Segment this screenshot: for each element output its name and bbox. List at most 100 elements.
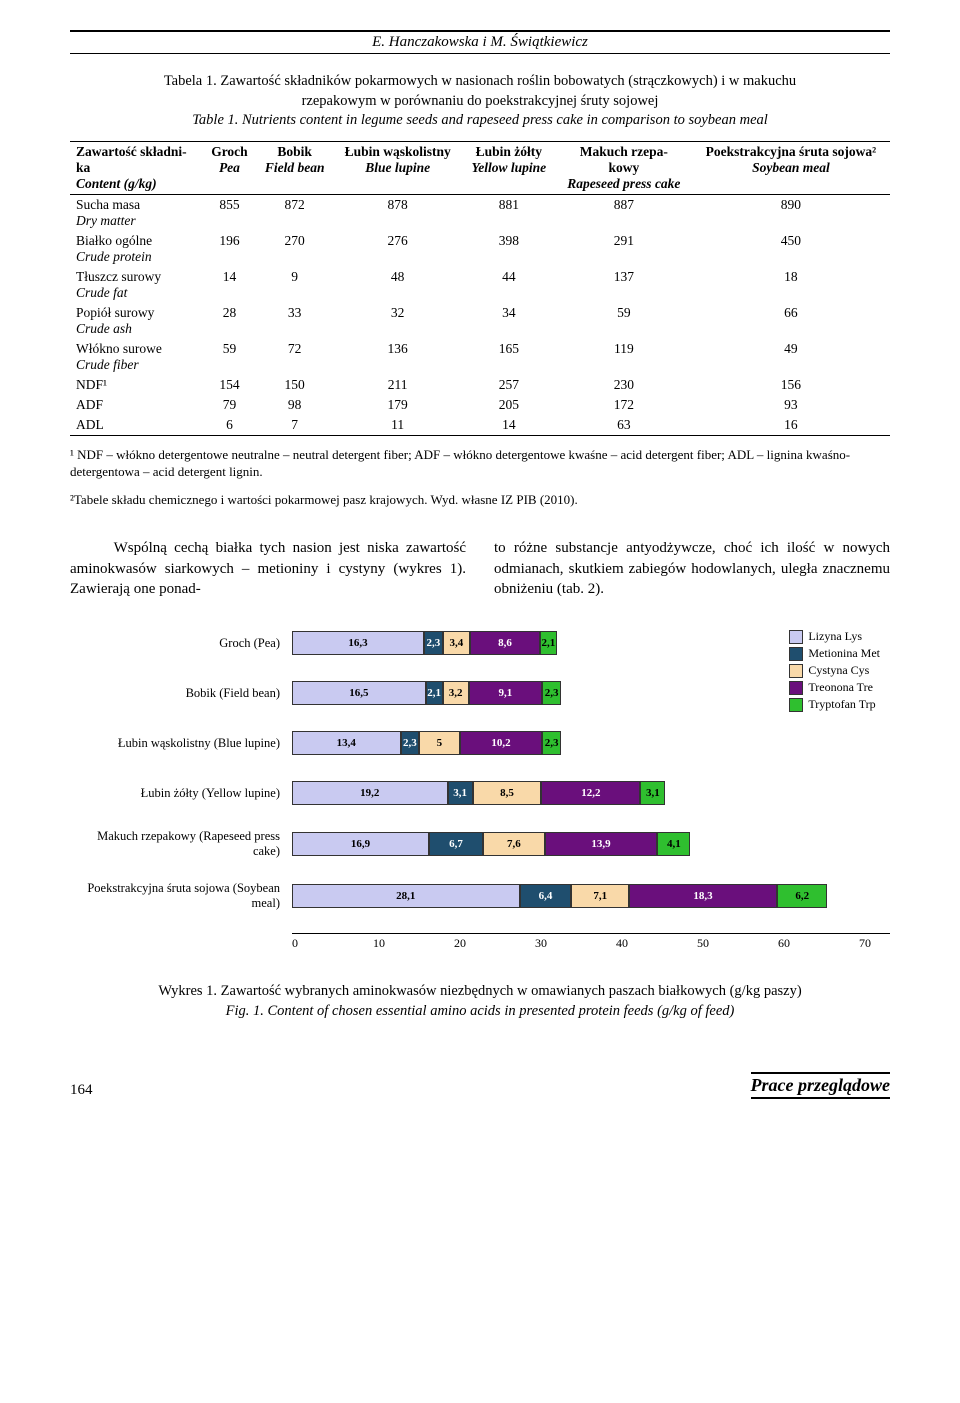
x-tick: 0: [292, 936, 373, 951]
chart-segment: 10,2: [460, 731, 543, 755]
legend-label: Lizyna Lys: [808, 629, 862, 644]
chart-bar-stack: 16,32,33,48,62,1: [292, 629, 557, 657]
table1-cell: 63: [556, 415, 692, 436]
table1-col-4: Makuch rzepa-kowyRapeseed press cake: [556, 141, 692, 194]
chart-segment: 2,1: [426, 681, 443, 705]
legend-label: Cystyna Cys: [808, 663, 869, 678]
table1-col-0: GrochPea: [203, 141, 256, 194]
figure1-caption-pl: Wykres 1. Zawartość wybranych aminokwasó…: [158, 983, 801, 999]
table1-cell: 34: [462, 303, 556, 339]
chart-segment: 8,5: [473, 781, 542, 805]
page-footer: 164 Prace przeglądowe: [70, 1072, 890, 1099]
table1-cell: 179: [334, 395, 462, 415]
chart-row: Makuch rzepakowy (Rapeseed press cake)16…: [70, 829, 890, 859]
table1-cell: 7: [256, 415, 334, 436]
x-tick: 40: [616, 936, 697, 951]
table1-cell: 398: [462, 231, 556, 267]
legend-swatch: [789, 630, 803, 644]
table1-cell: 291: [556, 231, 692, 267]
chart-segment: 6,2: [777, 884, 827, 908]
chart-segment: 6,4: [520, 884, 572, 908]
table1-cell: 196: [203, 231, 256, 267]
chart-segment: 2,3: [401, 731, 420, 755]
table1-rowlabel: Białko ogólneCrude protein: [70, 231, 203, 267]
table1-cell: 11: [334, 415, 462, 436]
table1-cell: 881: [462, 194, 556, 231]
table1-cell: 49: [692, 339, 890, 375]
table1-cell: 28: [203, 303, 256, 339]
table1-caption: Tabela 1. Zawartość składników pokarmowy…: [70, 72, 890, 131]
legend-item: Tryptofan Trp: [789, 697, 880, 712]
table1-cell: 890: [692, 194, 890, 231]
table1-col-1: BobikField bean: [256, 141, 334, 194]
chart-segment: 13,9: [545, 832, 658, 856]
chart-segment: 16,9: [292, 832, 429, 856]
legend-swatch: [789, 664, 803, 678]
x-tick: 10: [373, 936, 454, 951]
table1-rowlabel: Tłuszcz surowyCrude fat: [70, 267, 203, 303]
table1-caption-pl1: Tabela 1. Zawartość składników pokarmowy…: [70, 72, 890, 92]
table1-rowheader: Zawartość składni-kaContent (g/kg): [70, 141, 203, 194]
page-number: 164: [70, 1082, 93, 1099]
table1-cell: 878: [334, 194, 462, 231]
chart-segment: 6,7: [429, 832, 483, 856]
page-header-authors: E. Hanczakowska i M. Świątkiewicz: [70, 30, 890, 54]
table1-rowlabel: ADF: [70, 395, 203, 415]
table1: Zawartość składni-kaContent (g/kg)GrochP…: [70, 141, 890, 436]
amino-acid-chart: Lizyna Lys Metionina Met Cystyna Cys Treono…: [70, 629, 890, 951]
chart-segment: 8,6: [470, 631, 540, 655]
table1-caption-pl2: rzepakowym w porównaniu do poekstrakcyjn…: [70, 92, 890, 112]
chart-segment: 18,3: [629, 884, 777, 908]
table1-cell: 79: [203, 395, 256, 415]
chart-segment: 16,3: [292, 631, 424, 655]
table1-cell: 450: [692, 231, 890, 267]
chart-legend: Lizyna Lys Metionina Met Cystyna Cys Treono…: [789, 629, 880, 714]
x-tick: 50: [697, 936, 778, 951]
table1-cell: 72: [256, 339, 334, 375]
body-paragraph: Wspólną cechą białka tych nasion jest ni…: [70, 538, 890, 599]
chart-bar-stack: 13,42,3510,22,3: [292, 729, 561, 757]
table1-rowlabel: ADL: [70, 415, 203, 436]
table1-cell: 59: [203, 339, 256, 375]
x-tick: 30: [535, 936, 616, 951]
table1-rowlabel: Włókno suroweCrude fiber: [70, 339, 203, 375]
table1-cell: 6: [203, 415, 256, 436]
table1-rowlabel: Popiół surowyCrude ash: [70, 303, 203, 339]
table1-caption-en: Table 1. Nutrients content in legume see…: [70, 111, 890, 131]
chart-segment: 5: [419, 731, 460, 755]
table1-col-5: Poekstrakcyjna śruta sojowa²Soybean meal: [692, 141, 890, 194]
legend-label: Metionina Met: [808, 646, 880, 661]
chart-x-axis: 010203040506070: [292, 933, 890, 951]
chart-segment: 7,6: [483, 832, 545, 856]
table1-cell: 270: [256, 231, 334, 267]
chart-row: Groch (Pea)16,32,33,48,62,1: [70, 629, 890, 657]
table1-cell: 14: [203, 267, 256, 303]
chart-row: Łubin wąskolistny (Blue lupine)13,42,351…: [70, 729, 890, 757]
chart-segment: 3,1: [448, 781, 473, 805]
legend-label: Tryptofan Trp: [808, 697, 875, 712]
chart-segment: 3,1: [640, 781, 665, 805]
chart-segment: 3,4: [443, 631, 471, 655]
table1-cell: 137: [556, 267, 692, 303]
table1-cell: 257: [462, 375, 556, 395]
table1-cell: 16: [692, 415, 890, 436]
table1-rowlabel: Sucha masaDry matter: [70, 194, 203, 231]
legend-item: Cystyna Cys: [789, 663, 880, 678]
table1-cell: 156: [692, 375, 890, 395]
figure1-caption-en: Fig. 1. Content of chosen essential amin…: [70, 1001, 890, 1021]
legend-label: Treonona Tre: [808, 680, 873, 695]
table1-cell: 48: [334, 267, 462, 303]
chart-row-label: Makuch rzepakowy (Rapeseed press cake): [70, 829, 292, 859]
chart-row: Łubin żółty (Yellow lupine)19,23,18,512,…: [70, 779, 890, 807]
x-tick: 60: [778, 936, 859, 951]
chart-row-label: Łubin wąskolistny (Blue lupine): [70, 736, 292, 751]
chart-segment: 2,1: [540, 631, 557, 655]
body-right: to różne substancje antyodżywcze, choć i…: [494, 538, 890, 599]
chart-bar-stack: 28,16,47,118,36,2: [292, 882, 827, 910]
chart-segment: 2,3: [542, 731, 561, 755]
chart-row-label: Groch (Pea): [70, 636, 292, 651]
table1-cell: 18: [692, 267, 890, 303]
legend-item: Treonona Tre: [789, 680, 880, 695]
x-tick: 70: [859, 936, 871, 951]
chart-segment: 9,1: [469, 681, 543, 705]
